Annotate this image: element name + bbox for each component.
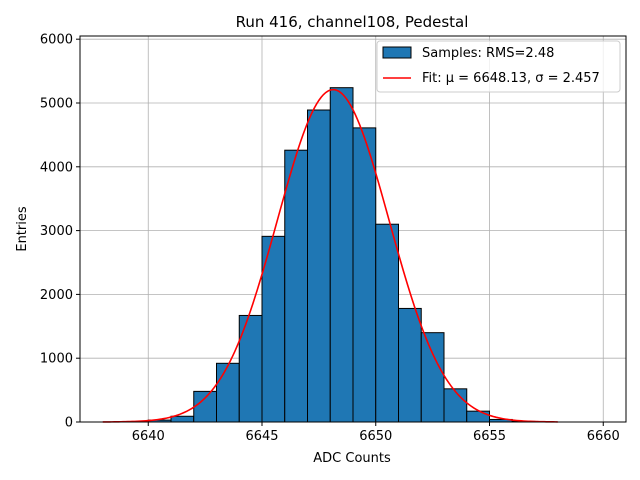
histogram-bar bbox=[307, 109, 331, 423]
x-tick-label: 6645 bbox=[245, 429, 278, 444]
histogram-bar bbox=[284, 149, 308, 423]
y-axis-label: Entries bbox=[15, 206, 30, 252]
x-tick-label: 6660 bbox=[587, 429, 620, 444]
histogram-bar bbox=[352, 127, 377, 423]
y-tick-label: 2000 bbox=[40, 288, 73, 303]
y-tick-label: 6000 bbox=[40, 33, 73, 48]
histogram-bar bbox=[193, 390, 217, 423]
fit-curve-line bbox=[102, 88, 558, 423]
histogram-bar bbox=[420, 332, 445, 423]
x-tick-label: 6650 bbox=[359, 429, 392, 444]
chart-title: Run 416, channel108, Pedestal bbox=[236, 13, 469, 31]
legend-label-fit: Fit: μ = 6648.13, σ = 2.457 bbox=[422, 71, 600, 86]
x-axis-label: ADC Counts bbox=[313, 451, 391, 466]
x-axis-ticks: 6640 6645 6650 6655 6660 bbox=[132, 422, 620, 444]
histogram-bar bbox=[466, 410, 490, 423]
legend: Samples: RMS=2.48 Fit: μ = 6648.13, σ = … bbox=[376, 40, 621, 93]
y-tick-label: 4000 bbox=[40, 160, 73, 175]
plot-frame bbox=[79, 35, 627, 423]
y-tick-label: 0 bbox=[65, 416, 73, 431]
y-tick-label: 3000 bbox=[40, 224, 73, 239]
y-tick-label: 1000 bbox=[40, 352, 73, 367]
histogram-bar bbox=[375, 223, 399, 423]
histogram-bar bbox=[170, 415, 195, 423]
y-axis-ticks: 0 1000 2000 3000 4000 5000 6000 bbox=[40, 33, 80, 431]
histogram-bars bbox=[147, 87, 536, 423]
legend-swatch-samples bbox=[382, 46, 412, 59]
x-tick-label: 6640 bbox=[132, 429, 165, 444]
x-tick-label: 6655 bbox=[473, 429, 506, 444]
histogram-bar bbox=[329, 87, 354, 423]
histogram-bar bbox=[443, 388, 468, 423]
histogram-bar bbox=[398, 307, 422, 423]
legend-box bbox=[376, 40, 621, 93]
histogram-bar bbox=[216, 362, 240, 423]
y-tick-label: 5000 bbox=[40, 96, 73, 111]
legend-label-samples: Samples: RMS=2.48 bbox=[422, 46, 554, 61]
